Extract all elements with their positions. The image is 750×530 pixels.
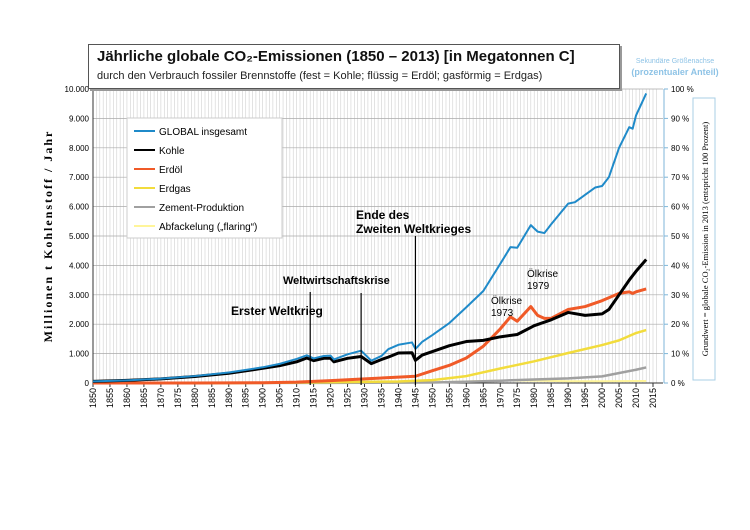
y2-tick-label: 10 % [671, 350, 689, 359]
x-tick-label: 2015 [648, 388, 658, 408]
x-tick-label: 1905 [275, 388, 285, 408]
legend-label: Kohle [159, 146, 185, 157]
x-tick-label: 1895 [241, 388, 251, 408]
y2-tick-label: 80 % [671, 144, 689, 153]
x-tick-label: 1955 [444, 388, 454, 408]
x-tick-label: 1855 [105, 388, 115, 408]
annotation-label: Zweiten Weltkrieges [356, 222, 471, 236]
legend [126, 117, 283, 239]
x-tick-label: 1875 [173, 388, 183, 408]
x-tick-label: 1860 [122, 388, 132, 408]
y-tick-label: 8.000 [69, 144, 90, 153]
chart-subtitle: durch den Verbrauch fossiler Brennstoffe… [97, 70, 543, 82]
x-tick-label: 1945 [410, 388, 420, 408]
x-tick-label: 1850 [88, 388, 98, 408]
y2-tick-label: 0 % [671, 379, 685, 388]
y2-tick-label: 60 % [671, 203, 689, 212]
y-axis-label: Millionen t Kohlenstoff / Jahr [41, 130, 55, 343]
y2-tick-label: 50 % [671, 232, 689, 241]
y-tick-label: 1.000 [69, 350, 90, 359]
legend-label: Erdöl [159, 165, 182, 176]
annotation-label: 1973 [491, 308, 514, 319]
x-tick-label: 1985 [546, 388, 556, 408]
x-tick-label: 1995 [580, 388, 590, 408]
y-tick-label: 4.000 [69, 261, 90, 270]
y2-tick-label: 20 % [671, 320, 689, 329]
legend-label: Abfackelung („flaring“) [159, 222, 257, 233]
secondary-axis-note-2: (prozentualer Anteil) [631, 67, 719, 77]
y-tick-label: 3.000 [69, 291, 90, 300]
x-tick-label: 2005 [614, 388, 624, 408]
legend-label: GLOBAL insgesamt [159, 127, 247, 138]
x-tick-label: 1865 [139, 388, 149, 408]
x-tick-label: 1950 [427, 388, 437, 408]
annotation-label: Ölkrise [527, 268, 559, 280]
series-line-global [92, 92, 648, 383]
y-tick-label: 7.000 [69, 173, 90, 182]
y2-tick-label: 30 % [671, 291, 689, 300]
y-tick-label: 2.000 [69, 320, 90, 329]
annotation-label: Ende des [356, 208, 410, 222]
annotation-label: Erster Weltkrieg [231, 304, 323, 318]
x-tick-label: 2000 [597, 388, 607, 408]
title-box: Jährliche globale CO₂-Emissionen (1850 –… [88, 44, 620, 89]
y2-label-box [692, 97, 716, 381]
x-tick-label: 1870 [156, 388, 166, 408]
annotation-label: 1979 [527, 281, 550, 292]
x-tick-label: 1965 [478, 388, 488, 408]
y2-tick-label: 90 % [671, 114, 689, 123]
y-tick-label: 5.000 [69, 232, 90, 241]
y-tick-label: 0 [85, 379, 90, 388]
annotation-label: Weltwirtschaftskrise [283, 275, 390, 287]
x-tick-label: 1940 [393, 388, 403, 408]
series-line-erdgas [92, 328, 647, 385]
chart-title: Jährliche globale CO₂-Emissionen (1850 –… [97, 48, 575, 65]
y-tick-label: 10.000 [65, 85, 90, 94]
x-tick-label: 1890 [224, 388, 234, 408]
annotation-label: Ölkrise [491, 295, 523, 307]
plot-area [93, 89, 663, 383]
y2-tick-label: 40 % [671, 261, 689, 270]
x-tick-label: 1925 [343, 388, 353, 408]
x-tick-label: 1885 [207, 388, 217, 408]
x-tick-label: 1960 [461, 388, 471, 408]
x-tick-label: 1980 [529, 388, 539, 408]
x-tick-label: 1915 [309, 388, 319, 408]
series-line-erdöl [92, 287, 647, 385]
x-tick-label: 1900 [258, 388, 268, 408]
secondary-axis-note-1: Sekundäre Größenachse [635, 58, 715, 65]
series-line-abfackelung [92, 379, 647, 384]
x-tick-label: 1920 [326, 388, 336, 408]
y2-axis-label: Grundwert = globale CO₂-Emission in 2013… [700, 122, 710, 357]
y-tick-label: 6.000 [69, 203, 90, 212]
legend-label: Erdgas [159, 184, 191, 195]
y-tick-label: 9.000 [69, 114, 90, 123]
x-tick-label: 1880 [190, 388, 200, 408]
x-tick-label: 1910 [292, 388, 302, 408]
y2-tick-label: 100 % [671, 85, 694, 94]
x-tick-label: 1970 [495, 388, 505, 408]
x-tick-label: 1990 [563, 388, 573, 408]
x-tick-label: 1975 [512, 388, 522, 408]
x-tick-label: 1935 [376, 388, 386, 408]
series-line-zement-produktion [92, 366, 647, 385]
x-tick-label: 1930 [360, 388, 370, 408]
legend-label: Zement-Produktion [159, 203, 244, 214]
y2-tick-label: 70 % [671, 173, 689, 182]
series-line-kohle [92, 258, 648, 383]
secondary-axis-note: Sekundäre Größenachse (prozentualer Antei… [620, 56, 730, 79]
x-tick-label: 2010 [631, 388, 641, 408]
